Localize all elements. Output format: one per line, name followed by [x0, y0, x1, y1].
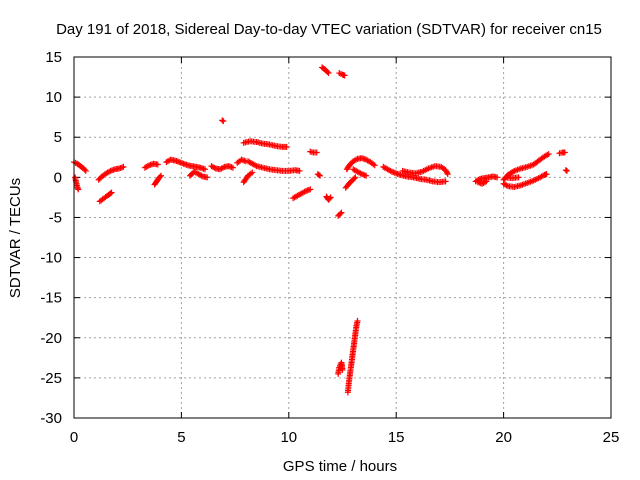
plot-frame — [73, 56, 612, 419]
y-tick-label: 0 — [54, 169, 62, 186]
data-point-marker — [120, 163, 127, 170]
data-point-marker — [543, 171, 550, 178]
data-point-marker — [81, 166, 88, 173]
data-points — [71, 64, 570, 396]
y-tick-label: -25 — [40, 370, 62, 387]
y-tick-label: 15 — [45, 49, 62, 66]
y-tick-label: -30 — [40, 410, 62, 427]
x-axis: 0 5 10 15 20 25 — [70, 57, 620, 446]
y-axis: -30 -25 -20 -15 -10 -5 0 5 10 15 — [40, 49, 611, 427]
grid-lines — [74, 57, 611, 418]
data-point-marker — [313, 149, 320, 156]
data-point-marker — [202, 166, 209, 173]
data-point-marker — [545, 151, 552, 158]
data-point-marker — [561, 149, 568, 156]
y-tick-label: -5 — [49, 209, 62, 226]
data-point-marker — [219, 117, 226, 124]
data-point-marker — [325, 70, 332, 77]
y-tick-label: -10 — [40, 250, 62, 267]
x-tick-label: 0 — [70, 429, 78, 446]
data-point-marker — [307, 186, 314, 193]
y-tick-label: -15 — [40, 290, 62, 307]
data-point-marker — [204, 174, 211, 181]
data-point-marker — [107, 190, 114, 197]
x-axis-label: GPS time / hours — [283, 458, 397, 475]
data-point-marker — [339, 366, 346, 373]
y-tick-label: 5 — [54, 129, 62, 146]
chart-title: Day 191 of 2018, Sidereal Day-to-day VTE… — [56, 21, 602, 38]
data-point-marker — [371, 162, 378, 169]
x-tick-label: 25 — [603, 429, 620, 446]
data-point-marker — [341, 72, 348, 79]
data-point-marker — [315, 171, 322, 178]
data-point-marker — [75, 186, 82, 193]
y-tick-label: 10 — [45, 89, 62, 106]
data-point-marker — [351, 175, 358, 182]
data-point-marker — [156, 173, 163, 180]
data-point-marker — [157, 172, 164, 179]
data-point-marker — [442, 178, 449, 185]
data-point-marker — [316, 172, 323, 179]
x-tick-label: 5 — [177, 429, 185, 446]
y-tick-label: -20 — [40, 330, 62, 347]
data-point-marker — [154, 161, 161, 168]
data-point-marker — [283, 143, 290, 150]
data-point-marker — [108, 189, 115, 196]
x-tick-label: 15 — [388, 429, 405, 446]
data-point-marker — [483, 178, 490, 185]
data-point-marker — [444, 169, 451, 176]
data-point-marker — [563, 167, 570, 174]
data-point-marker — [515, 174, 522, 181]
data-point-marker — [363, 172, 370, 179]
data-point-marker — [324, 68, 331, 75]
data-point-marker — [352, 174, 359, 181]
data-point-marker — [444, 171, 451, 178]
data-point-marker — [220, 118, 227, 125]
data-point-marker — [229, 164, 236, 171]
data-point-marker — [82, 167, 89, 174]
y-axis-label: SDTVAR / TECUs — [7, 178, 24, 298]
data-point-marker — [326, 195, 333, 202]
data-point-marker — [338, 209, 345, 216]
data-point-marker — [327, 194, 334, 201]
data-point-marker — [562, 167, 569, 174]
data-point-marker — [354, 317, 361, 324]
x-tick-label: 20 — [495, 429, 512, 446]
data-point-marker — [337, 210, 344, 217]
data-point-marker — [249, 169, 256, 176]
x-tick-label: 10 — [280, 429, 297, 446]
data-point-marker — [296, 167, 303, 174]
data-point-marker — [494, 174, 501, 181]
